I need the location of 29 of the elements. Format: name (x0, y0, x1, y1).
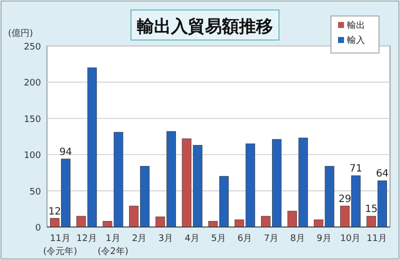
chart-title: 輸出入貿易額推移 (136, 17, 273, 37)
x-tick-label: 7月 (264, 234, 279, 244)
x-tick-label: 3月 (158, 234, 174, 244)
data-label: 94 (59, 146, 72, 158)
x-tick-label: 9月 (316, 234, 332, 244)
x-tick-label: 5月 (211, 234, 226, 244)
x-tick-label: 12月 (76, 234, 97, 244)
legend-label: 輸入 (347, 35, 365, 46)
data-label: 15 (364, 204, 378, 216)
y-axis-title: (億円) (8, 28, 34, 39)
x-tick-label: 11月 (366, 234, 388, 244)
x-tick-label: 10月 (340, 234, 361, 244)
y-tick-label: 100 (24, 151, 42, 162)
x-tick-label: 1月 (令2年) (98, 234, 128, 257)
x-tick-label: 6月 (238, 234, 252, 244)
data-label: 12 (48, 206, 62, 218)
y-tick-label: 250 (24, 42, 42, 52)
data-label: 29 (338, 194, 352, 206)
x-tick-label: 8月 (290, 234, 306, 244)
y-tick-label: 50 (30, 187, 42, 198)
data-label: 71 (350, 164, 362, 175)
y-tick-label: 0 (35, 224, 42, 234)
y-tick-label: 150 (24, 114, 42, 125)
x-tick-label: 11月 (令元年) (43, 234, 78, 257)
data-label: 64 (376, 168, 389, 180)
x-tick-label: 4月 (184, 234, 200, 244)
y-tick-label: 200 (24, 78, 42, 89)
legend-label: 輸出 (347, 20, 365, 31)
x-tick-label: 2月 (132, 234, 147, 244)
